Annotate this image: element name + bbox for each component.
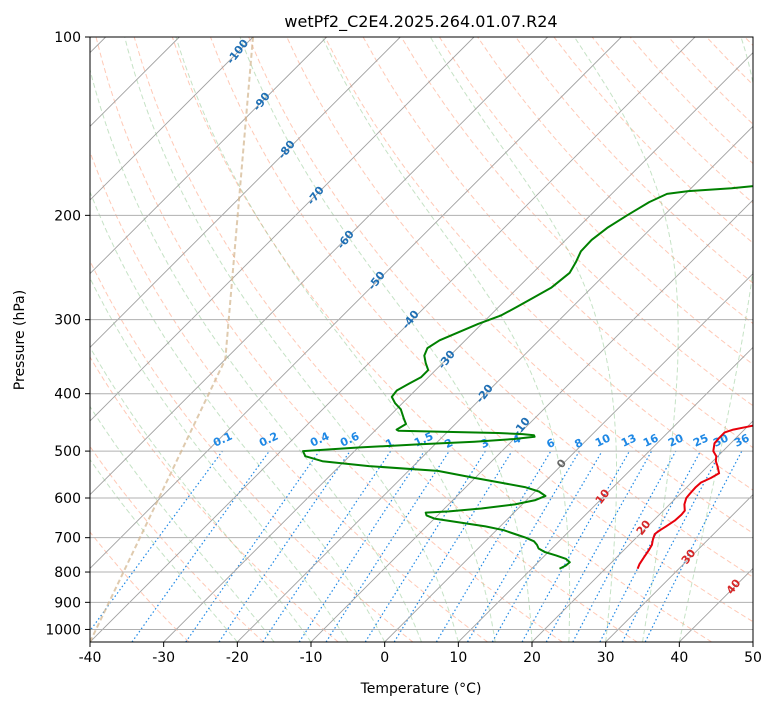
x-tick-label: -40 — [79, 650, 102, 666]
x-axis-label: Temperature (°C) — [360, 681, 482, 697]
y-axis-label: Pressure (hPa) — [12, 290, 28, 390]
chart-title: wetPf2_C2E4.2025.264.01.07.R24 — [284, 12, 557, 32]
y-tick-label: 700 — [54, 531, 81, 547]
y-tick-label: 900 — [54, 595, 81, 611]
x-tick-label: 10 — [449, 650, 467, 666]
y-tick-label: 200 — [54, 208, 81, 224]
x-tick-label: -30 — [152, 650, 175, 666]
x-tick-label: 20 — [523, 650, 541, 666]
x-tick-label: 40 — [670, 650, 688, 666]
x-tick-label: 0 — [380, 650, 389, 666]
y-tick-label: 800 — [54, 565, 81, 581]
y-tick-label: 300 — [54, 313, 81, 329]
y-tick-label: 100 — [54, 30, 81, 46]
y-tick-label: 1000 — [45, 622, 81, 638]
x-tick-label: -20 — [226, 650, 249, 666]
x-tick-label: 30 — [597, 650, 615, 666]
y-tick-label: 600 — [54, 491, 81, 507]
y-tick-label: 500 — [54, 444, 81, 460]
x-tick-label: -10 — [300, 650, 323, 666]
x-tick-label: 50 — [744, 650, 762, 666]
y-tick-label: 400 — [54, 387, 81, 403]
